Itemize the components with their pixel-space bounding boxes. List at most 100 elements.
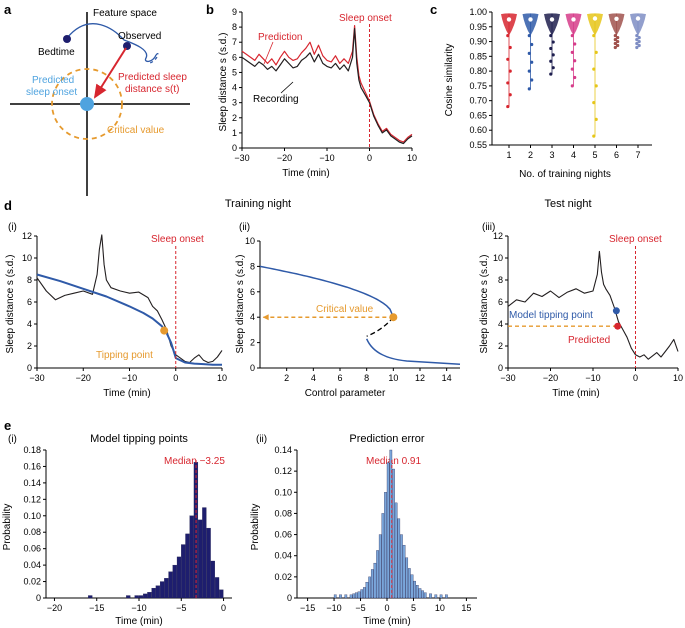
c-point [635, 37, 639, 42]
c-point [594, 117, 598, 121]
b-recording-pointer [280, 81, 294, 94]
panel-letter-c: c [430, 2, 437, 17]
c-point [506, 104, 510, 109]
c-point [527, 51, 531, 55]
ei-bar [198, 519, 203, 599]
di-onset-label: Sleep onset [151, 234, 204, 245]
b-y-tick-label: 4 [232, 83, 237, 93]
c-point [527, 34, 531, 38]
eii-y-tick-label: 0.14 [274, 445, 292, 455]
eii-bar [357, 591, 361, 599]
c-point [570, 84, 574, 88]
eii-bar [355, 592, 358, 599]
c-point [549, 34, 553, 38]
c-point [508, 69, 512, 73]
predicted-distance-label-2: distance s(t) [125, 84, 179, 95]
c-y-tick-label: 0.75 [469, 81, 487, 91]
eii-bar [429, 593, 432, 599]
b-y-tick-label: 5 [232, 67, 237, 77]
c-point [616, 36, 620, 40]
panel-d-ii-chart: Critical value Control parameter Sleep d… [235, 236, 461, 399]
eii-bar [386, 462, 390, 599]
diii-y-tick-label: 12 [493, 231, 503, 241]
dii-ylabel: Sleep distance s (s.d.) [235, 255, 246, 354]
feature-space-label: Feature space [93, 8, 157, 19]
diii-x-tick-label: −30 [500, 373, 515, 383]
b-prediction-label: Prediction [258, 32, 302, 43]
b-y-tick-label: 8 [232, 22, 237, 32]
eii-bar [415, 585, 419, 599]
ei-bar [138, 595, 144, 599]
eii-x-tick-label: 10 [435, 603, 445, 613]
trajectory-path [66, 23, 157, 63]
ei-y-tick-label: 0.14 [23, 478, 41, 488]
di-y-tick-label: 10 [22, 253, 32, 263]
c-y-tick-label: 1.00 [469, 7, 487, 17]
ei-bar [185, 533, 190, 599]
eii-bar [333, 594, 337, 599]
predicted-onset-label-1: Predicted [32, 75, 74, 86]
diii-y-tick-label: 6 [498, 297, 503, 307]
c-point [573, 42, 577, 46]
critical-value-label: Critical value [107, 125, 165, 136]
ei-bar [210, 560, 215, 599]
c-point [592, 34, 596, 38]
c-y-tick-label: 0.60 [469, 125, 487, 135]
eii-bar [423, 592, 427, 599]
c-median-marker [571, 17, 576, 22]
eii-bar [413, 580, 416, 599]
diii-x-tick-label: 10 [673, 373, 683, 383]
c-violin [587, 13, 603, 36]
c-point [549, 72, 553, 76]
ei-x-tick-label: −15 [89, 603, 104, 613]
eii-bar [389, 449, 393, 599]
ei-median-label: Median −3.25 [164, 456, 225, 467]
eii-bar [349, 594, 353, 599]
c-point [530, 78, 534, 82]
predicted-distance-label-1: Predicted sleep [118, 72, 187, 83]
c-median-marker [549, 17, 555, 22]
ei-bar [214, 577, 220, 599]
c-point [635, 34, 639, 38]
c-point [613, 41, 617, 46]
di-x-tick-label: −20 [76, 373, 91, 383]
eii-bar [384, 492, 387, 599]
di-x-tick-label: −30 [29, 373, 44, 383]
c-violin [501, 13, 517, 36]
ei-title: Model tipping points [90, 433, 188, 445]
b-xlabel: Time (min) [282, 168, 329, 179]
eii-x-tick-label: −5 [355, 603, 365, 613]
ei-bar [143, 593, 148, 599]
eii-y-tick-label: 0.10 [274, 487, 292, 497]
ei-y-tick-label: 0.08 [23, 527, 41, 537]
dii-y-tick-label: 2 [250, 338, 255, 348]
c-point [594, 50, 598, 54]
diii-recording-line [507, 250, 679, 360]
c-median-marker [592, 16, 598, 21]
dii-upper-branch [259, 265, 394, 318]
b-y-tick-label: 1 [232, 128, 237, 138]
eii-bar [381, 513, 385, 599]
di-y-tick-label: 12 [22, 231, 32, 241]
dii-y-tick-label: 10 [245, 236, 255, 246]
c-violin [608, 13, 625, 36]
panel-d-iii-chart: Sleep onset Model tipping point Predicte… [479, 231, 683, 399]
eii-bar [352, 593, 356, 599]
ei-y-tick-label: 0.12 [23, 494, 41, 504]
c-point [527, 69, 531, 73]
eii-bar [378, 534, 382, 599]
c-point [592, 67, 596, 71]
dii-unstable-branch [366, 316, 394, 337]
eii-y-tick-label: 0.08 [274, 508, 292, 518]
dii-lower-branch [365, 338, 461, 365]
eii-bar [373, 562, 377, 599]
b-ylabel: Sleep distance s (s.d.) [218, 33, 229, 132]
eii-ylabel: Probability [250, 504, 261, 551]
eii-bar [365, 581, 369, 599]
c-point [506, 81, 510, 85]
c-point [573, 59, 577, 63]
di-y-tick-label: 8 [27, 275, 32, 285]
c-point [635, 41, 639, 46]
eii-xlabel: Time (min) [363, 616, 410, 627]
trajectory-future-path [149, 53, 159, 64]
